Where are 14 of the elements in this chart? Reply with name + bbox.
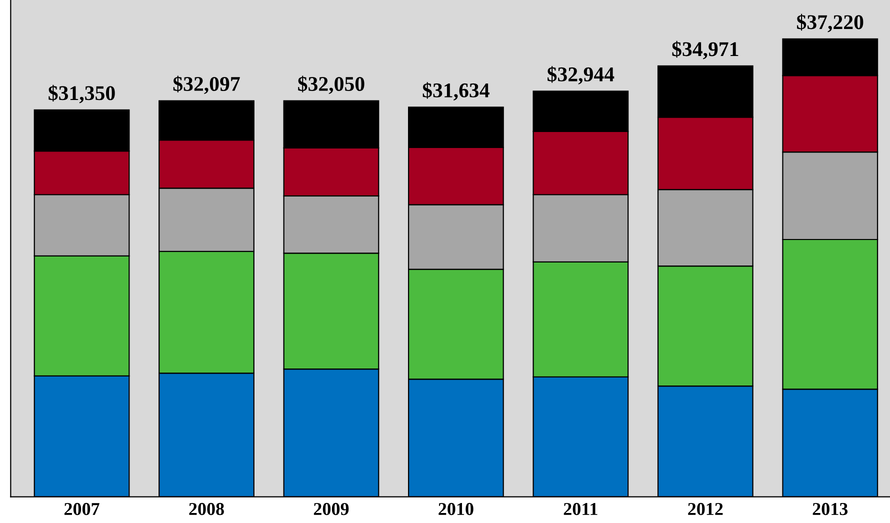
x-tick-label: 2008 — [189, 502, 224, 516]
x-tick-label: 2010 — [438, 502, 474, 516]
annotation: $32,097 — [173, 76, 240, 94]
x-tick-label: 2013 — [812, 502, 848, 516]
annotation: $32,944 — [548, 66, 614, 84]
x-tick-label: 2012 — [688, 502, 723, 516]
annotation: $34,971 — [672, 40, 738, 60]
annotation: $31,350 — [48, 84, 115, 104]
annotation: $32,050 — [298, 76, 364, 94]
x-tick-label: 2007 — [64, 502, 100, 516]
annotation: $31,634 — [422, 82, 490, 100]
x-tick-label: 2011 — [564, 502, 598, 516]
x-tick-label: 2009 — [314, 502, 349, 516]
annotation: $37,220 — [797, 14, 864, 32]
